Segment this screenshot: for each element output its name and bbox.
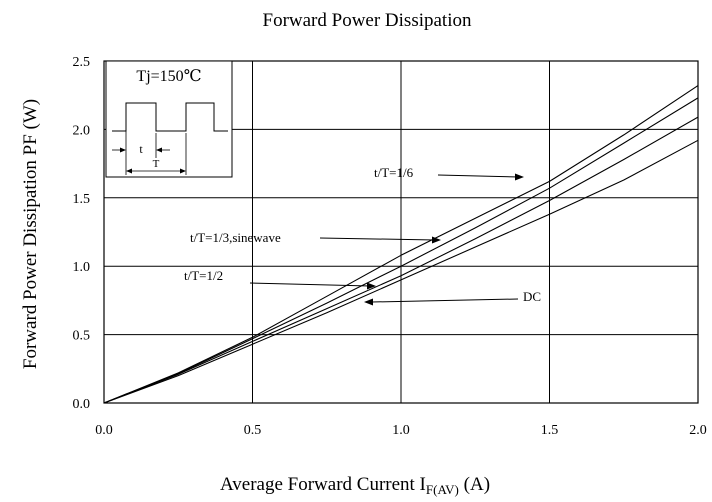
y-tick-label: 0.5 <box>73 329 91 344</box>
inset-T-arrowhead-right <box>180 168 186 174</box>
curves <box>103 85 699 404</box>
y-tick-labels: 0.0 0.5 1.0 1.5 2.0 2.5 <box>73 55 91 412</box>
annotation-label-dc: DC <box>523 289 541 304</box>
x-axis-label-main: Average Forward Current I <box>220 474 426 495</box>
x-tick-label: 0.0 <box>95 423 113 438</box>
annotation-arrow-1-2 <box>249 282 371 287</box>
inset-T-arrowhead-left <box>126 168 132 174</box>
series-line-t-t-1-3-sinewave <box>103 97 699 404</box>
inset-waveform: Tj=150℃ t T <box>105 60 233 178</box>
annotation-arrowhead-dc <box>364 298 373 306</box>
annotation-arrowhead-1-6 <box>515 173 524 181</box>
plot-frame <box>103 60 699 404</box>
annotation-label-1-6: t/T=1/6 <box>374 165 414 180</box>
y-axis-label: Forward Power Dissipation PF (W) <box>20 99 41 369</box>
x-tick-label: 1.0 <box>392 423 410 438</box>
inset-temperature-label: Tj=150℃ <box>136 68 201 85</box>
inset-t-arrowhead-left <box>120 147 126 153</box>
x-tick-label: 0.5 <box>244 423 262 438</box>
y-tick-label: 1.5 <box>73 192 91 207</box>
annotations: t/T=1/6 t/T=1/3,sinewave t/T=1/2 DC <box>184 165 541 306</box>
x-axis-label-subscript: F(AV) <box>426 482 459 497</box>
y-tick-label: 2.0 <box>73 123 91 138</box>
chart-title: Forward Power Dissipation <box>263 10 472 31</box>
annotation-arrowhead-1-2 <box>367 282 376 290</box>
x-tick-label: 1.5 <box>541 423 559 438</box>
inset-pulse-waveform <box>112 102 228 132</box>
annotation-arrowhead-1-3-sinewave <box>432 236 441 244</box>
annotation-label-1-2: t/T=1/2 <box>184 268 223 283</box>
series-line-t-t-1-6 <box>103 85 699 404</box>
series-line-dc <box>103 139 699 404</box>
annotation-arrow-dc <box>371 298 519 303</box>
series-line-t-t-1-2 <box>103 116 699 404</box>
x-tick-label: 2.0 <box>689 423 707 438</box>
inset-t-arrowhead-right <box>156 147 162 153</box>
annotation-label-1-3-sinewave: t/T=1/3,sinewave <box>190 230 281 245</box>
y-tick-label: 1.0 <box>73 260 91 275</box>
annotation-arrow-1-3-sinewave <box>319 237 436 241</box>
x-axis-label-unit: (A) <box>459 474 490 495</box>
x-tick-labels: 0.0 0.5 1.0 1.5 2.0 <box>95 423 707 438</box>
y-tick-label: 2.5 <box>73 55 91 70</box>
x-axis-label: Average Forward Current IF(AV) (A) <box>220 474 490 497</box>
inset-t-label: t <box>139 142 143 156</box>
inset-T-label: T <box>153 158 160 170</box>
y-tick-label: 0.0 <box>73 397 91 412</box>
annotation-arrow-1-6 <box>437 174 520 178</box>
inset-box <box>105 60 233 178</box>
